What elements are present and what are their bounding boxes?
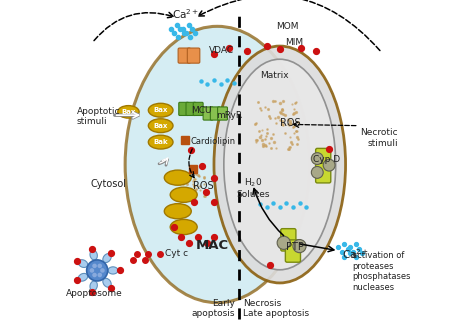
- Circle shape: [311, 153, 323, 164]
- Ellipse shape: [78, 273, 88, 281]
- FancyBboxPatch shape: [316, 148, 331, 168]
- Text: mRyR: mRyR: [217, 111, 243, 120]
- Circle shape: [92, 264, 97, 268]
- Text: MIM: MIM: [285, 38, 303, 47]
- Ellipse shape: [90, 281, 97, 291]
- Ellipse shape: [170, 219, 197, 235]
- Ellipse shape: [118, 106, 139, 118]
- Circle shape: [98, 273, 102, 277]
- Text: activation of
proteases
phosphatases
nucleases: activation of proteases phosphatases nuc…: [352, 251, 410, 291]
- Circle shape: [92, 273, 97, 277]
- Circle shape: [90, 268, 94, 273]
- Ellipse shape: [103, 278, 111, 287]
- Text: Matrix: Matrix: [260, 71, 289, 80]
- Ellipse shape: [224, 59, 336, 270]
- FancyBboxPatch shape: [186, 102, 196, 115]
- FancyBboxPatch shape: [187, 48, 200, 63]
- Text: PTP: PTP: [286, 242, 304, 252]
- Text: VDAC: VDAC: [209, 46, 234, 56]
- Text: Ca$^{2+}$: Ca$^{2+}$: [173, 8, 200, 21]
- Text: ROS: ROS: [280, 118, 301, 128]
- FancyBboxPatch shape: [193, 102, 203, 115]
- Text: MOM: MOM: [276, 22, 299, 31]
- Ellipse shape: [164, 170, 191, 185]
- FancyBboxPatch shape: [203, 107, 213, 120]
- Text: H$_2$0
Solutes: H$_2$0 Solutes: [236, 176, 270, 199]
- Circle shape: [98, 264, 102, 268]
- Circle shape: [323, 159, 335, 171]
- FancyBboxPatch shape: [281, 229, 296, 251]
- Text: Cyp D: Cyp D: [313, 155, 340, 164]
- Text: Bax: Bax: [154, 107, 168, 113]
- Circle shape: [293, 240, 306, 253]
- Text: Cardiolipin: Cardiolipin: [190, 137, 236, 146]
- Text: MCU: MCU: [191, 106, 211, 115]
- FancyBboxPatch shape: [178, 48, 191, 63]
- Ellipse shape: [148, 103, 173, 117]
- FancyBboxPatch shape: [179, 102, 189, 115]
- Text: Bax: Bax: [154, 123, 168, 129]
- Ellipse shape: [78, 260, 88, 267]
- Text: Ca$^{2+}$: Ca$^{2+}$: [342, 247, 369, 261]
- Text: Bax: Bax: [121, 109, 136, 115]
- Circle shape: [277, 236, 290, 249]
- Ellipse shape: [103, 254, 111, 263]
- Ellipse shape: [90, 250, 97, 260]
- Ellipse shape: [148, 119, 173, 133]
- Text: Bak: Bak: [154, 139, 168, 145]
- Text: MAC: MAC: [196, 239, 229, 252]
- Text: Apoptotic
stimuli: Apoptotic stimuli: [76, 107, 120, 126]
- FancyBboxPatch shape: [218, 107, 228, 120]
- Text: Apoptosome: Apoptosome: [65, 289, 122, 298]
- Ellipse shape: [214, 46, 346, 283]
- Text: Cytosol: Cytosol: [91, 179, 127, 189]
- Circle shape: [311, 166, 323, 178]
- Text: Necrosis
Late apoptosis: Necrosis Late apoptosis: [243, 299, 309, 318]
- FancyBboxPatch shape: [210, 107, 220, 120]
- Text: Cyt c: Cyt c: [164, 249, 188, 259]
- Text: Necrotic
stimuli: Necrotic stimuli: [361, 129, 398, 148]
- Ellipse shape: [125, 26, 310, 303]
- Circle shape: [87, 260, 108, 281]
- Ellipse shape: [164, 204, 191, 219]
- Ellipse shape: [108, 267, 118, 274]
- Text: Early
apoptosis: Early apoptosis: [192, 299, 236, 318]
- Text: ROS: ROS: [192, 181, 213, 191]
- Ellipse shape: [148, 135, 173, 149]
- Ellipse shape: [170, 187, 197, 202]
- FancyBboxPatch shape: [316, 163, 331, 183]
- FancyBboxPatch shape: [285, 240, 301, 262]
- Circle shape: [100, 268, 105, 273]
